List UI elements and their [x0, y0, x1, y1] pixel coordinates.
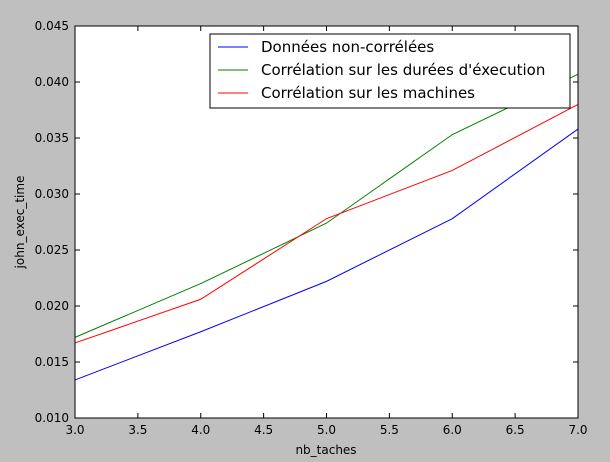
series-layer — [74, 73, 579, 381]
y-tick-label: 0.030 — [35, 187, 69, 201]
x-tick-label: 3.5 — [128, 423, 147, 437]
series-line-2 — [74, 73, 579, 338]
x-tick-label: 4.5 — [254, 423, 273, 437]
y-axis-label: john_exec_time — [13, 176, 27, 270]
y-tick-label: 0.025 — [35, 243, 69, 257]
legend: Données non-corrélées Corrélation sur les… — [209, 33, 571, 109]
legend-label-3: Corrélation sur les machines — [261, 84, 475, 102]
legend-label-1: Données non-corrélées — [261, 38, 434, 56]
y-tick-label: 0.035 — [35, 131, 69, 145]
x-tick-label: 4.0 — [191, 423, 210, 437]
x-tick-label: 6.0 — [443, 423, 462, 437]
ticks-layer: 3.0 3.5 4.0 4.5 5.0 5.5 6.0 6.5 7.0 0.010 0.015 0.0… — [35, 19, 588, 437]
series-line-1 — [74, 128, 579, 381]
x-tick-label: 3.0 — [65, 423, 84, 437]
y-tick-label: 0.040 — [35, 75, 69, 89]
y-tick-label: 0.010 — [35, 411, 69, 425]
legend-box — [209, 33, 571, 109]
series-line-3 — [74, 103, 579, 344]
x-tick-label: 6.5 — [506, 423, 525, 437]
legend-label-2: Corrélation sur les durées d'éxecution — [261, 61, 545, 79]
y-tick-label: 0.015 — [35, 355, 69, 369]
x-tick-label: 5.5 — [380, 423, 399, 437]
x-axis-label: nb_taches — [295, 443, 356, 457]
x-tick-label: 5.0 — [317, 423, 336, 437]
x-tick-label: 7.0 — [568, 423, 587, 437]
y-tick-label: 0.020 — [35, 299, 69, 313]
y-tick-label: 0.045 — [35, 19, 69, 33]
